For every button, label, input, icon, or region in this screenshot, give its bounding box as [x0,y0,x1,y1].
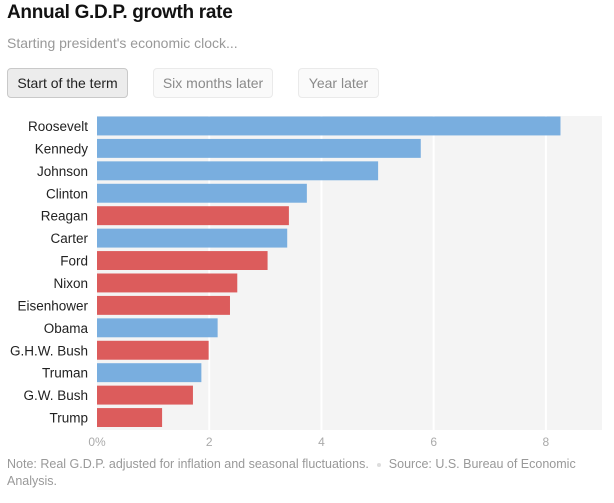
category-label: G.W. Bush [23,388,88,403]
category-label: Roosevelt [28,119,88,134]
chart-title: Annual G.D.P. growth rate [7,2,233,23]
category-label: Carter [50,231,88,246]
bar [97,161,379,181]
bar [97,340,209,360]
bar [97,138,421,158]
bars [97,116,561,427]
x-axis-ticks: 0% 2 4 6 8 [88,435,549,449]
bar [97,295,230,315]
bar [97,228,288,248]
separator-dot [376,462,381,467]
bar [97,318,218,338]
bar [97,273,238,293]
x-tick-label: 6 [430,435,437,449]
category-label: Clinton [46,186,88,201]
footnote: Note: Real G.D.P. adjusted for inflation… [7,456,597,490]
chart-subtitle: Starting president's economic clock... [7,35,238,51]
category-label: Eisenhower [17,298,88,313]
bar [97,363,202,383]
x-tick-label: 2 [206,435,213,449]
category-label: Obama [44,321,89,336]
category-label: Nixon [53,276,88,291]
bar [97,183,307,203]
bar-chart: Roosevelt Kennedy Johnson Clinton Reagan Cart… [10,116,602,449]
category-label: Reagan [41,209,88,224]
bar [97,385,193,405]
y-axis-labels: Roosevelt Kennedy Johnson Clinton Reagan Cart… [10,119,89,426]
x-tick-label: 8 [543,435,550,449]
bar [97,206,289,226]
six-months-later-button[interactable]: Six months later [153,68,273,98]
category-label: Ford [60,254,88,269]
start-of-term-button[interactable]: Start of the term [7,68,128,98]
bar [97,251,268,270]
category-label: Johnson [37,164,88,179]
bar [97,408,163,427]
bar [97,116,561,136]
category-label: Truman [42,366,88,381]
year-later-button[interactable]: Year later [298,68,379,98]
note-text: Note: Real G.D.P. adjusted for inflation… [7,457,369,471]
category-label: Trump [49,411,88,426]
x-tick-label: 4 [318,435,325,449]
category-label: Kennedy [35,141,89,156]
category-label: G.H.W. Bush [10,343,88,358]
source-text: Source: U.S. Bureau of Economic Analysis… [7,457,576,488]
x-tick-label: 0% [88,435,106,449]
